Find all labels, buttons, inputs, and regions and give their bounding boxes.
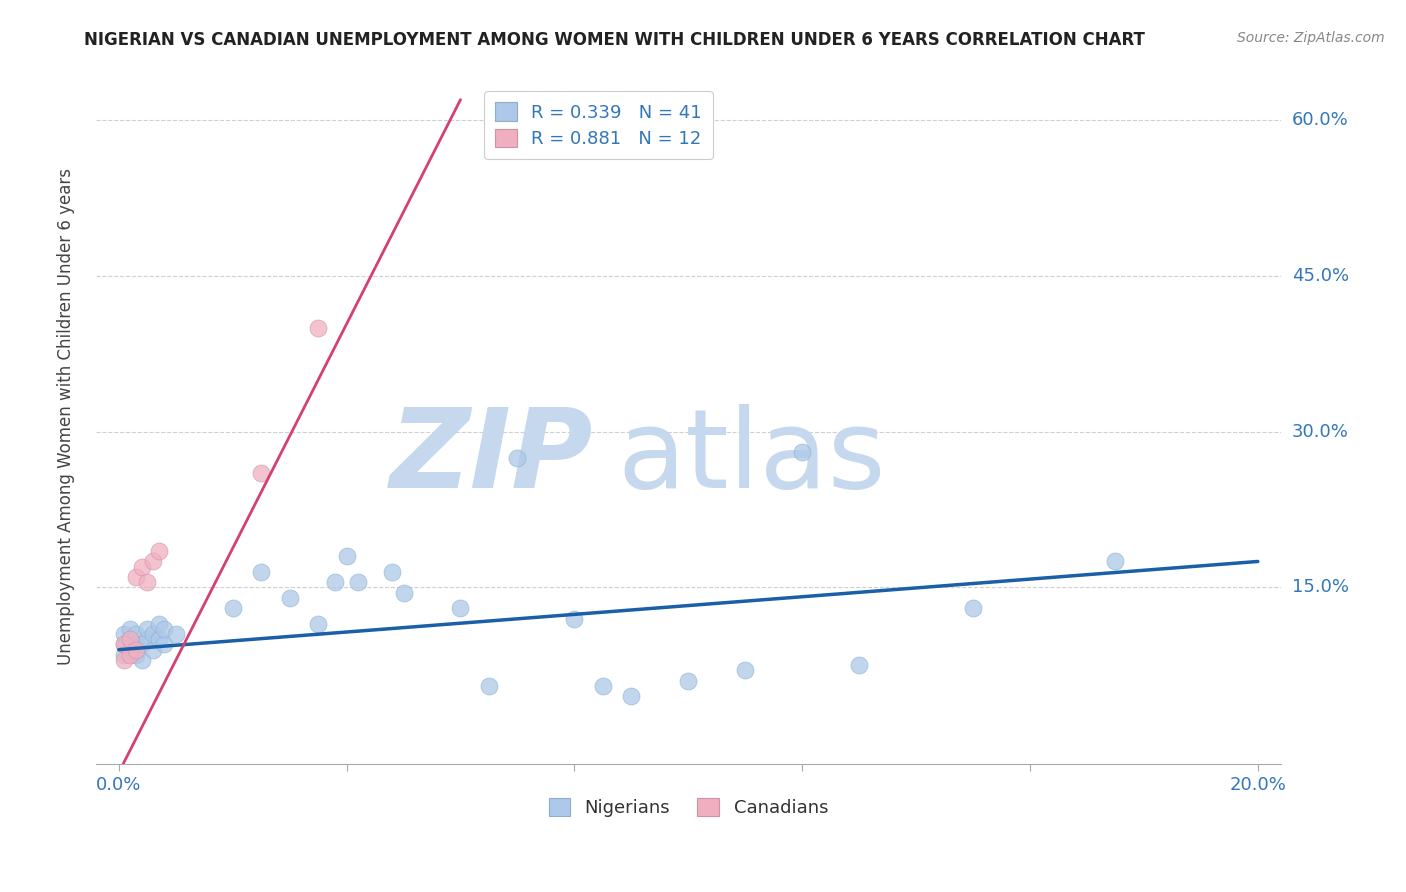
Text: ZIP: ZIP: [389, 404, 593, 511]
Text: 15.0%: 15.0%: [1292, 578, 1348, 597]
Point: [148, 544, 170, 558]
Point: [142, 642, 165, 657]
Point: [620, 690, 643, 704]
Point: [125, 627, 148, 641]
Point: [678, 673, 700, 688]
Point: [136, 632, 159, 647]
Point: [131, 559, 153, 574]
Point: [336, 549, 359, 564]
Point: [114, 638, 136, 652]
Point: [120, 622, 142, 636]
Point: [478, 679, 501, 693]
Point: [506, 450, 529, 465]
Point: [381, 565, 404, 579]
Point: [125, 638, 148, 652]
Point: [278, 591, 301, 605]
Point: [120, 642, 142, 657]
Point: [848, 658, 870, 673]
Point: [392, 585, 415, 599]
Point: [1104, 554, 1126, 568]
Point: [250, 565, 273, 579]
Point: [125, 642, 148, 657]
Text: 60.0%: 60.0%: [1292, 112, 1348, 129]
Point: [142, 554, 165, 568]
Point: [120, 632, 142, 647]
Point: [114, 648, 136, 662]
Point: [114, 638, 136, 652]
Point: [592, 679, 614, 693]
Point: [125, 570, 148, 584]
Text: atlas: atlas: [617, 404, 886, 511]
Point: [114, 627, 136, 641]
Point: [131, 638, 153, 652]
Point: [165, 627, 187, 641]
Point: [450, 601, 472, 615]
Point: [307, 321, 329, 335]
Point: [222, 601, 245, 615]
Point: [125, 648, 148, 662]
Point: [792, 445, 814, 459]
Point: [114, 653, 136, 667]
Point: [148, 616, 170, 631]
Point: [962, 601, 984, 615]
Point: [131, 653, 153, 667]
Point: [148, 632, 170, 647]
Point: [323, 575, 346, 590]
Text: Source: ZipAtlas.com: Source: ZipAtlas.com: [1237, 31, 1385, 45]
Point: [153, 622, 176, 636]
Text: 30.0%: 30.0%: [1292, 423, 1348, 441]
Y-axis label: Unemployment Among Women with Children Under 6 years: Unemployment Among Women with Children U…: [58, 168, 75, 665]
Point: [153, 638, 176, 652]
Legend: Nigerians, Canadians: Nigerians, Canadians: [541, 790, 835, 824]
Point: [564, 611, 586, 625]
Point: [734, 664, 756, 678]
Point: [307, 616, 329, 631]
Point: [347, 575, 370, 590]
Point: [142, 627, 165, 641]
Point: [136, 575, 159, 590]
Point: [136, 622, 159, 636]
Point: [120, 648, 142, 662]
Point: [120, 632, 142, 647]
Point: [250, 467, 273, 481]
Text: NIGERIAN VS CANADIAN UNEMPLOYMENT AMONG WOMEN WITH CHILDREN UNDER 6 YEARS CORREL: NIGERIAN VS CANADIAN UNEMPLOYMENT AMONG …: [84, 31, 1146, 49]
Text: 45.0%: 45.0%: [1292, 267, 1348, 285]
